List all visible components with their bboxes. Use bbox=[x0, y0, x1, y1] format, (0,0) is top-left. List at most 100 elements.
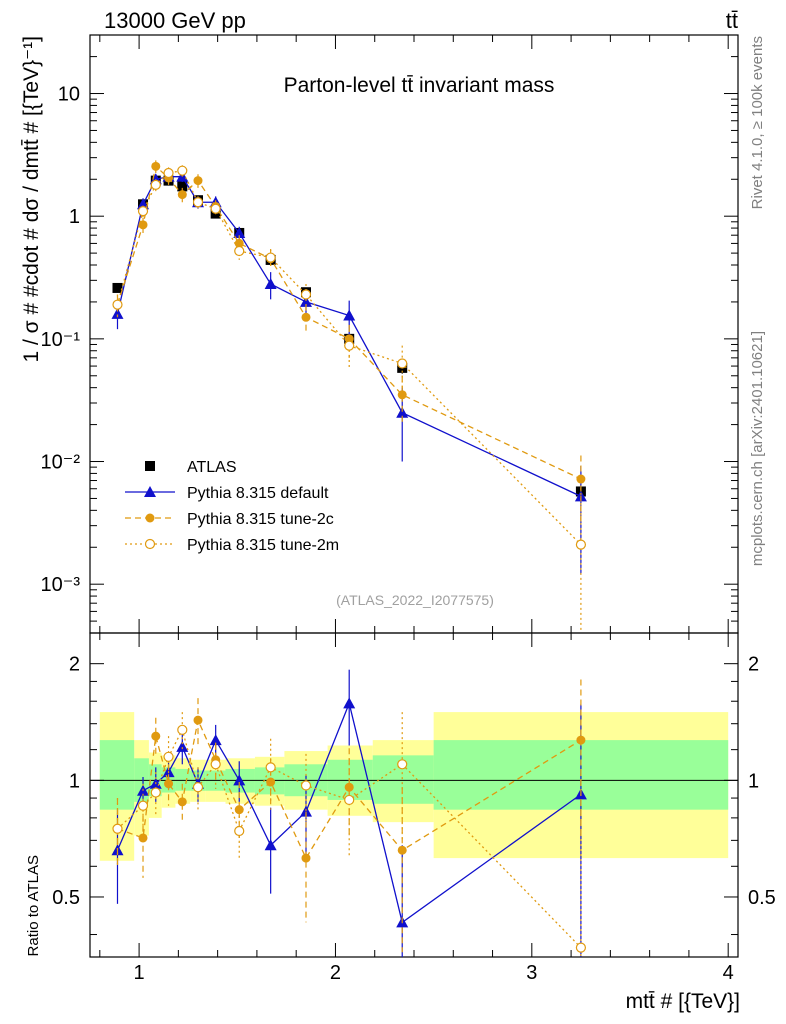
data-point bbox=[233, 226, 246, 238]
data-point bbox=[176, 740, 189, 752]
data-point bbox=[397, 759, 408, 770]
main-series-group bbox=[111, 160, 587, 633]
data-point bbox=[112, 282, 123, 293]
data-point bbox=[575, 539, 587, 550]
series-pythia-8-315-tune-2m bbox=[112, 165, 587, 633]
data-point bbox=[150, 179, 161, 190]
watermark-label: (ATLAS_2022_I2077575) bbox=[336, 592, 494, 608]
x-tick-label: 4 bbox=[723, 962, 734, 984]
y-tick-label: 0.5 bbox=[52, 887, 80, 909]
data-point bbox=[396, 406, 409, 418]
data-point bbox=[300, 289, 312, 300]
data-point bbox=[177, 797, 187, 807]
data-point bbox=[265, 762, 276, 773]
data-point bbox=[137, 206, 149, 217]
ratio-y-ticks: 0.5 1 2 0.5 1 2 bbox=[52, 654, 776, 936]
data-point bbox=[234, 245, 245, 257]
header-process-label: tt̄ bbox=[726, 8, 738, 33]
data-point bbox=[301, 853, 311, 863]
legend-entry: Pythia 8.315 default bbox=[125, 485, 329, 502]
data-point bbox=[234, 805, 244, 815]
data-point bbox=[193, 715, 203, 725]
data-point bbox=[177, 724, 188, 735]
legend-marker bbox=[144, 486, 156, 497]
legend-entry: ATLAS bbox=[145, 459, 237, 476]
main-title: Parton-level tt̄ invariant mass bbox=[284, 74, 555, 97]
data-point bbox=[397, 358, 408, 369]
data-point bbox=[210, 203, 221, 214]
legend-label: ATLAS bbox=[187, 459, 237, 476]
main-y-ticks: 10⁻³ 10⁻² 10⁻¹ 1 10 bbox=[41, 34, 738, 634]
x-axis-label: mtt̄ # [{TeV}] bbox=[626, 990, 740, 1013]
y-tick-label: 1 bbox=[69, 770, 80, 792]
legend-entry: Pythia 8.315 tune-2m bbox=[125, 537, 339, 554]
data-point bbox=[138, 833, 148, 843]
data-point bbox=[151, 161, 161, 171]
data-point bbox=[576, 474, 586, 484]
data-point bbox=[301, 312, 311, 322]
data-point bbox=[112, 299, 123, 310]
data-point bbox=[576, 735, 586, 745]
data-point bbox=[343, 697, 356, 709]
data-point bbox=[343, 309, 356, 321]
y-tick-label-right: 2 bbox=[748, 654, 759, 676]
ratio-panel: 0.5 1 2 0.5 1 2 1 2 3 4 Ratio to ATLAS mtt̄ # [{… bbox=[25, 35, 776, 1013]
x-tick-label: 2 bbox=[330, 962, 341, 984]
data-point bbox=[266, 777, 276, 787]
data-point bbox=[265, 252, 276, 263]
series-pythia-8-315-tune-2m bbox=[112, 712, 587, 957]
ratio-x-ticks: 1 2 3 4 bbox=[99, 35, 734, 984]
y-tick-label: 1 bbox=[69, 206, 80, 228]
data-point bbox=[137, 198, 150, 210]
data-point bbox=[164, 779, 174, 789]
data-point bbox=[193, 176, 203, 186]
y-tick-label: 10⁻¹ bbox=[41, 329, 81, 351]
data-point bbox=[264, 839, 277, 851]
main-y-axis-label: 1 / σ # #cdot # dσ / dmtt̄ # [{TeV}⁻¹] bbox=[20, 36, 43, 363]
data-point bbox=[112, 823, 123, 834]
x-tick-label: 3 bbox=[526, 962, 537, 984]
data-point bbox=[177, 165, 188, 176]
y-tick-label: 10⁻² bbox=[41, 452, 81, 474]
mcplots-label: mcplots.cern.ch [arXiv:2401.10621] bbox=[749, 331, 766, 566]
data-point bbox=[210, 759, 221, 770]
data-point bbox=[177, 181, 188, 192]
data-point bbox=[111, 307, 124, 319]
y-tick-label: 10⁻³ bbox=[41, 574, 81, 596]
ratio-y-axis-label: Ratio to ATLAS bbox=[25, 855, 42, 956]
data-point bbox=[233, 774, 246, 786]
data-point bbox=[397, 845, 407, 855]
data-point bbox=[192, 782, 204, 793]
data-point bbox=[137, 800, 149, 811]
y-tick-label: 10 bbox=[58, 84, 80, 106]
data-point bbox=[300, 780, 312, 791]
header-energy-label: 13000 GeV pp bbox=[104, 8, 246, 33]
data-point bbox=[344, 340, 355, 351]
rivet-version-label: Rivet 4.1.0, ≥ 100k events bbox=[749, 36, 766, 209]
y-tick-label-right: 0.5 bbox=[748, 887, 776, 909]
legend-label: Pythia 8.315 default bbox=[187, 485, 329, 502]
legend: ATLAS Pythia 8.315 default Pythia 8.315 tu… bbox=[125, 459, 339, 554]
data-point bbox=[344, 794, 355, 806]
data-point bbox=[163, 167, 174, 179]
data-point bbox=[138, 220, 148, 230]
ratio-series-group bbox=[111, 669, 587, 957]
data-point bbox=[150, 787, 161, 798]
legend-entry: Pythia 8.315 tune-2c bbox=[125, 511, 334, 528]
data-point bbox=[300, 295, 312, 307]
legend-marker bbox=[145, 513, 155, 523]
data-point bbox=[192, 197, 204, 208]
data-point bbox=[300, 805, 312, 817]
x-tick-label: 1 bbox=[134, 962, 145, 984]
data-point bbox=[397, 390, 407, 400]
data-point bbox=[344, 782, 354, 792]
data-point bbox=[177, 190, 187, 200]
legend-label: Pythia 8.315 tune-2c bbox=[187, 511, 334, 528]
series-pythia-8-315-default bbox=[111, 170, 587, 575]
legend-marker bbox=[145, 461, 155, 471]
data-point bbox=[163, 751, 174, 762]
y-tick-label-right: 1 bbox=[748, 770, 759, 792]
data-point bbox=[234, 825, 245, 837]
main-panel: Parton-level tt̄ invariant mass (ATLAS_2… bbox=[20, 34, 739, 634]
